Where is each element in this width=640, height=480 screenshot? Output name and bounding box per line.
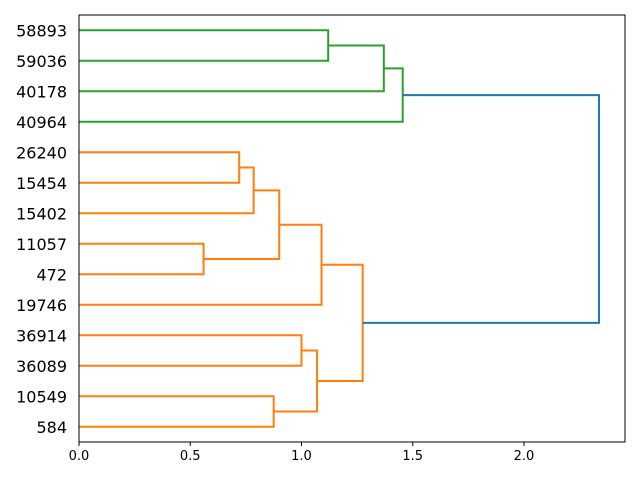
leaf-labels: 58893 59036 40178 40964 26240 15454 15402 11057… (16, 21, 67, 437)
dendrogram-link-M5 (79, 334, 303, 367)
x-tick-label: 1.5 (402, 449, 423, 464)
leaf-label: 36914 (16, 326, 67, 345)
x-tick-label: 0.5 (180, 449, 201, 464)
dendrogram-link-M10 (79, 44, 385, 93)
x-axis-ticks: 0.0 0.5 1.0 1.5 2.0 (69, 442, 535, 464)
leaf-label: 58893 (16, 21, 67, 40)
leaf-label: 584 (36, 418, 67, 437)
leaf-label: 26240 (16, 143, 67, 162)
leaf-label: 10549 (16, 387, 67, 406)
leaf-label: 40964 (16, 113, 67, 132)
leaf-label: 15454 (16, 174, 67, 193)
dendrogram-link-M12 (362, 94, 600, 324)
x-tick-label: 2.0 (514, 449, 535, 464)
dendrogram-link-M3 (203, 189, 281, 260)
leaf-label: 472 (36, 265, 67, 284)
dendrogram-link-M8 (317, 263, 364, 382)
dendrogram-link-M9 (79, 29, 330, 62)
dendrogram-link-M0 (79, 151, 241, 184)
leaf-label: 19746 (16, 296, 67, 315)
dendrogram-links (79, 29, 600, 428)
dendrogram-link-M6 (79, 395, 275, 428)
leaf-label: 59036 (16, 52, 67, 71)
x-tick-label: 0.0 (69, 449, 90, 464)
leaf-label: 36089 (16, 357, 67, 376)
plot-area-border (78, 14, 626, 443)
x-tick-label: 1.0 (291, 449, 312, 464)
dendrogram-link-M7 (273, 349, 319, 413)
dendrogram-link-M2 (79, 242, 205, 276)
dendrogram-link-M11 (79, 67, 404, 123)
leaf-label: 11057 (16, 235, 67, 254)
leaf-label: 40178 (16, 82, 67, 101)
dendrogram-link-M1 (79, 166, 255, 215)
leaf-label: 15402 (16, 204, 67, 223)
dendrogram-link-M4 (79, 223, 323, 306)
